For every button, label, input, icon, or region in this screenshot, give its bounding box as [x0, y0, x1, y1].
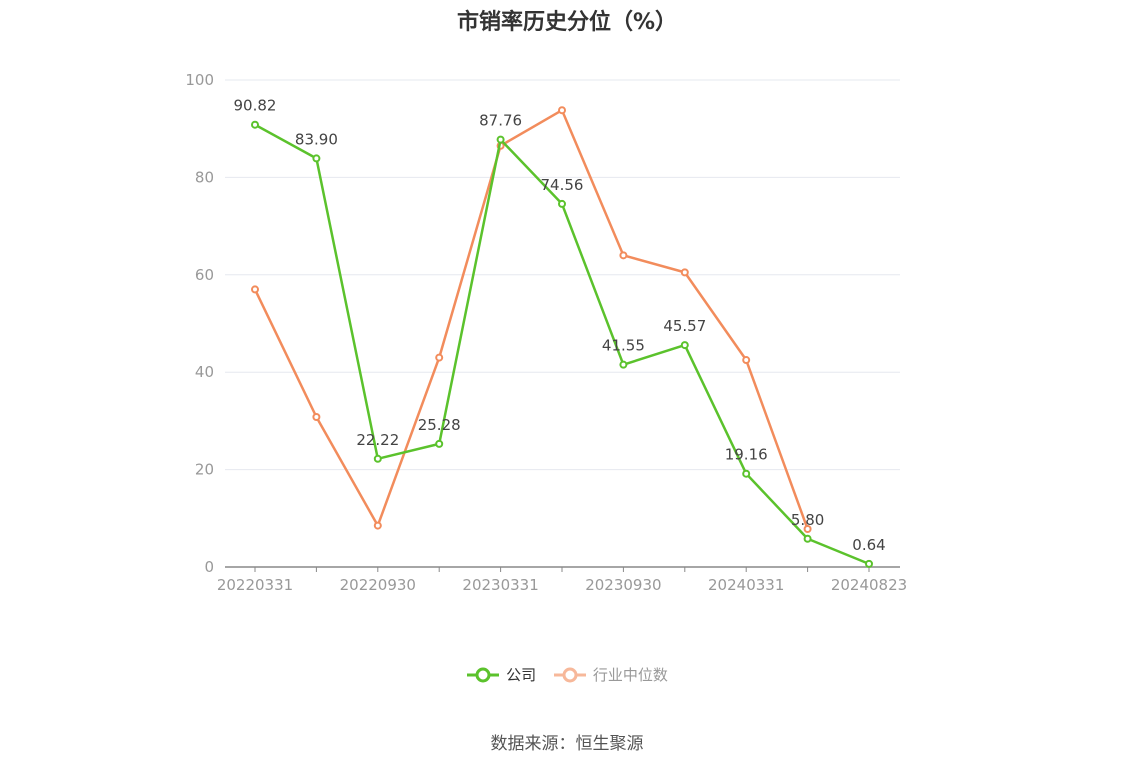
data-point-company [558, 199, 566, 208]
legend-industry-label: 行业中位数 [592, 666, 668, 684]
data-point-company [373, 454, 382, 463]
data-label: 83.90 [295, 130, 338, 148]
data-point-company [803, 534, 812, 543]
data-point-industry [680, 268, 689, 277]
chart-title: 市销率历史分位（%） [456, 10, 678, 35]
data-point-company [619, 360, 628, 369]
data-point-industry [558, 106, 566, 115]
legend-company-swatch [467, 667, 500, 682]
y-tick-label: 20 [195, 461, 214, 479]
y-tick-label: 0 [204, 558, 214, 576]
x-tick-label: 20230930 [585, 576, 661, 594]
data-label: 45.57 [663, 317, 706, 335]
data-label: 25.28 [418, 416, 461, 434]
data-label: 74.56 [541, 176, 584, 194]
legend-item-company[interactable]: 公司 [466, 664, 536, 685]
data-label: 0.64 [852, 536, 885, 554]
data-point-company [680, 341, 689, 350]
series-line-industry [253, 108, 809, 530]
y-tick-label: 40 [195, 363, 214, 381]
data-label: 5.80 [791, 511, 824, 529]
data-point-industry [435, 353, 444, 362]
data-point-company [312, 154, 321, 163]
data-label: 22.22 [356, 431, 399, 449]
data-label: 41.55 [602, 337, 645, 355]
data-point-industry [619, 251, 628, 260]
data-label: 87.76 [479, 112, 522, 130]
data-point-company [742, 469, 751, 478]
x-tick-label: 20220331 [217, 576, 293, 594]
data-point-industry [312, 413, 321, 422]
data-point-company [251, 120, 259, 129]
data-point-company [865, 559, 873, 568]
x-tick-label: 20240823 [831, 576, 907, 594]
data-source: 数据来源：恒生聚源 [490, 734, 644, 754]
data-point-company [496, 135, 505, 144]
data-label: 90.82 [234, 97, 277, 115]
data-point-industry [373, 521, 382, 530]
x-tick-label: 20240331 [708, 576, 784, 594]
y-tick-label: 100 [185, 71, 214, 89]
legend-company-label: 公司 [506, 666, 537, 684]
data-label: 19.16 [725, 446, 768, 464]
x-tick-label: 20220930 [340, 576, 416, 594]
y-tick-label: 80 [195, 168, 214, 186]
data-point-company [435, 439, 444, 448]
legend-item-industry[interactable]: 行业中位数 [553, 664, 668, 685]
data-point-industry [803, 525, 812, 534]
y-tick-label: 60 [195, 266, 214, 284]
data-point-industry [251, 285, 259, 294]
chart-legend: 公司 行业中位数 [0, 664, 1134, 687]
data-point-industry [742, 356, 751, 365]
legend-industry-swatch [553, 667, 586, 682]
x-tick-label: 20230331 [462, 576, 538, 594]
